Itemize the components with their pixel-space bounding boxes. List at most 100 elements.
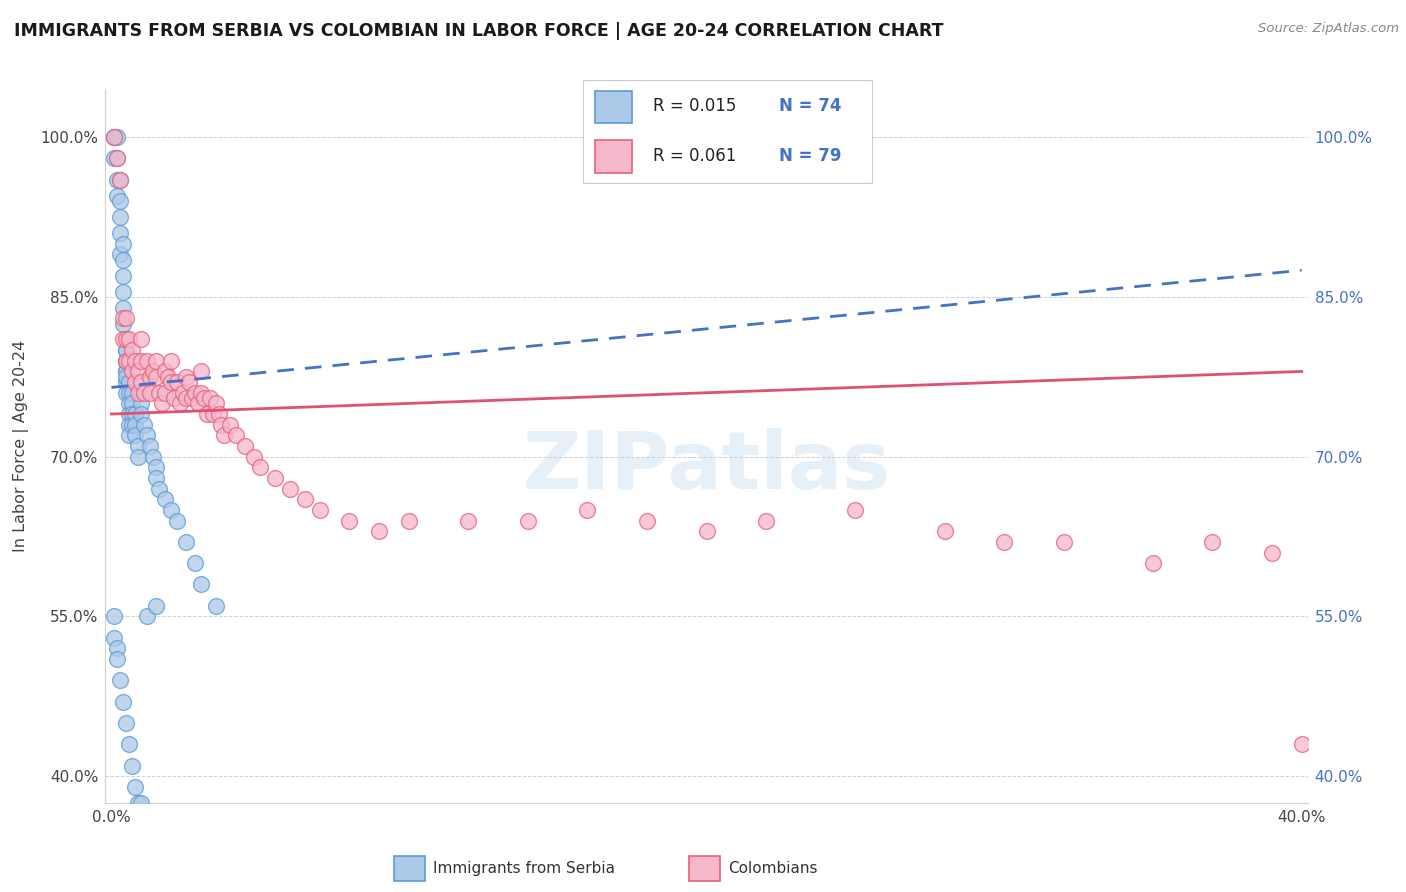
Point — [278, 482, 301, 496]
Point — [112, 695, 135, 709]
Point — [187, 396, 209, 410]
Point — [148, 482, 170, 496]
Point — [177, 375, 200, 389]
Point — [115, 369, 138, 384]
Text: Source: ZipAtlas.com: Source: ZipAtlas.com — [1258, 22, 1399, 36]
Point — [166, 514, 188, 528]
Point — [174, 369, 197, 384]
Point — [145, 471, 167, 485]
Point — [112, 268, 135, 283]
Point — [172, 385, 194, 400]
Point — [198, 391, 221, 405]
Point — [153, 492, 176, 507]
Point — [115, 353, 138, 368]
Point — [142, 450, 165, 464]
Point — [110, 673, 132, 688]
Point — [124, 780, 146, 794]
Point — [129, 375, 152, 389]
Point — [105, 641, 128, 656]
Point — [166, 375, 188, 389]
Point — [190, 577, 212, 591]
Point — [103, 130, 125, 145]
Point — [1261, 545, 1284, 559]
Point — [121, 343, 143, 358]
Point — [112, 285, 135, 299]
Point — [121, 407, 143, 421]
Point — [121, 364, 143, 378]
Point — [160, 353, 183, 368]
Y-axis label: In Labor Force | Age 20-24: In Labor Force | Age 20-24 — [14, 340, 30, 552]
Point — [145, 353, 167, 368]
Point — [118, 375, 141, 389]
Point — [201, 407, 224, 421]
Point — [1291, 737, 1313, 751]
Point — [118, 353, 141, 368]
Point — [115, 715, 138, 730]
Point — [190, 364, 212, 378]
Point — [993, 534, 1015, 549]
Point — [294, 492, 316, 507]
FancyBboxPatch shape — [595, 91, 633, 123]
Point — [112, 252, 135, 267]
Point — [103, 631, 125, 645]
Point — [129, 333, 152, 347]
Point — [225, 428, 247, 442]
FancyBboxPatch shape — [595, 140, 633, 173]
Point — [127, 385, 149, 400]
Point — [308, 503, 330, 517]
Point — [121, 417, 143, 432]
Point — [110, 172, 132, 186]
Point — [136, 428, 159, 442]
Point — [129, 407, 152, 421]
Point — [142, 364, 165, 378]
Point — [115, 343, 138, 358]
Point — [127, 450, 149, 464]
Point — [115, 343, 138, 358]
Point — [517, 514, 540, 528]
Point — [115, 364, 138, 378]
Point — [129, 796, 152, 810]
Point — [233, 439, 256, 453]
Point — [115, 353, 138, 368]
Point — [118, 428, 141, 442]
Point — [118, 385, 141, 400]
Point — [112, 311, 135, 326]
Point — [115, 333, 138, 347]
Point — [105, 152, 128, 166]
Point — [121, 385, 143, 400]
Point — [134, 385, 156, 400]
Point — [844, 503, 866, 517]
Point — [211, 417, 233, 432]
Point — [139, 439, 162, 453]
Point — [195, 407, 218, 421]
Point — [105, 652, 128, 666]
Point — [118, 417, 141, 432]
Point — [339, 514, 361, 528]
Point — [136, 609, 159, 624]
Point — [249, 460, 271, 475]
Point — [129, 396, 152, 410]
Point — [180, 391, 202, 405]
Point — [134, 417, 156, 432]
Point — [145, 369, 167, 384]
Point — [136, 353, 159, 368]
Point — [124, 417, 146, 432]
Text: IMMIGRANTS FROM SERBIA VS COLOMBIAN IN LABOR FORCE | AGE 20-24 CORRELATION CHART: IMMIGRANTS FROM SERBIA VS COLOMBIAN IN L… — [14, 22, 943, 40]
Point — [103, 130, 125, 145]
Point — [576, 503, 599, 517]
Point — [124, 407, 146, 421]
Point — [121, 758, 143, 772]
Point — [163, 391, 186, 405]
Point — [105, 188, 128, 202]
Point — [110, 210, 132, 224]
Point — [115, 375, 138, 389]
Point — [112, 236, 135, 251]
Point — [156, 369, 179, 384]
Point — [115, 353, 138, 368]
Point — [110, 247, 132, 261]
Point — [118, 333, 141, 347]
Point — [105, 152, 128, 166]
Point — [153, 364, 176, 378]
Point — [160, 503, 183, 517]
Point — [118, 396, 141, 410]
